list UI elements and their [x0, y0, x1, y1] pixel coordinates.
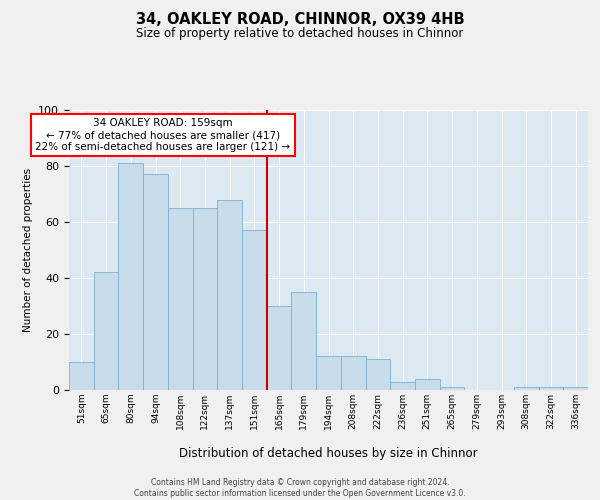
Bar	[267, 306, 292, 390]
Y-axis label: Number of detached properties: Number of detached properties	[23, 168, 33, 332]
Bar	[94, 272, 118, 390]
Bar	[292, 292, 316, 390]
Bar	[118, 163, 143, 390]
Text: Distribution of detached houses by size in Chinnor: Distribution of detached houses by size …	[179, 448, 478, 460]
Bar	[365, 359, 390, 390]
Text: 34, OAKLEY ROAD, CHINNOR, OX39 4HB: 34, OAKLEY ROAD, CHINNOR, OX39 4HB	[136, 12, 464, 28]
Bar	[390, 382, 415, 390]
Bar	[415, 379, 440, 390]
Bar	[168, 208, 193, 390]
Bar	[69, 362, 94, 390]
Bar	[193, 208, 217, 390]
Bar	[316, 356, 341, 390]
Text: 34 OAKLEY ROAD: 159sqm
← 77% of detached houses are smaller (417)
22% of semi-de: 34 OAKLEY ROAD: 159sqm ← 77% of detached…	[35, 118, 290, 152]
Text: Contains HM Land Registry data © Crown copyright and database right 2024.
Contai: Contains HM Land Registry data © Crown c…	[134, 478, 466, 498]
Bar	[539, 387, 563, 390]
Bar	[143, 174, 168, 390]
Text: Size of property relative to detached houses in Chinnor: Size of property relative to detached ho…	[136, 28, 464, 40]
Bar	[563, 387, 588, 390]
Bar	[217, 200, 242, 390]
Bar	[242, 230, 267, 390]
Bar	[341, 356, 365, 390]
Bar	[514, 387, 539, 390]
Bar	[440, 387, 464, 390]
